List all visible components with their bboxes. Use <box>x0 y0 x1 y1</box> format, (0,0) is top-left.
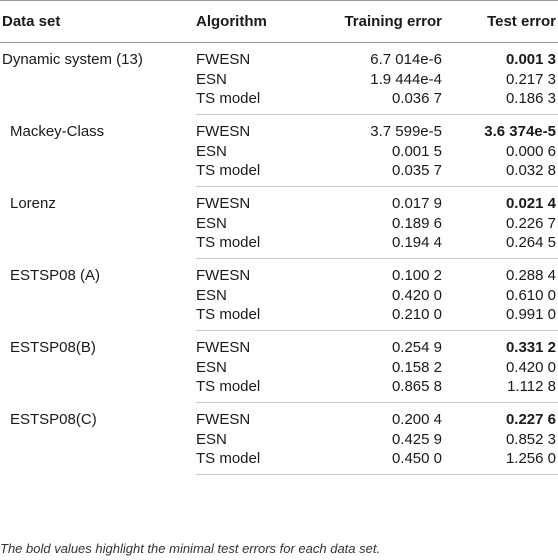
dataset-cell: ESTSP08(B) <box>10 338 96 356</box>
algorithm-cell: FWESN <box>196 195 251 212</box>
training-error-cell: 0.036 7 <box>314 90 448 115</box>
algorithm-cell: ESN <box>196 214 227 232</box>
algorithm-cell: FWESN <box>196 339 251 356</box>
table-header: Data set Algorithm Training error Test e… <box>0 0 558 43</box>
algorithm-cell: ESN <box>196 430 227 448</box>
table-row: ESN 0.425 9 0.852 3 <box>0 428 558 450</box>
test-error-cell: 0.991 0 <box>448 306 558 331</box>
table-row: TS model 0.865 8 1.112 8 <box>0 378 558 403</box>
header-algorithm: Algorithm <box>196 0 314 43</box>
algorithm-cell: ESN <box>196 358 227 376</box>
algorithm-cell: TS model <box>196 234 314 259</box>
training-error-cell: 0.210 0 <box>314 306 448 331</box>
algorithm-cell: TS model <box>196 90 314 115</box>
test-error-cell: 0.227 6 <box>505 411 556 428</box>
dataset-cell: ESTSP08 (A) <box>10 266 101 284</box>
test-error-cell: 0.331 2 <box>505 339 556 356</box>
test-error-cell: 0.226 7 <box>505 214 556 232</box>
dataset-cell: Mackey-Class <box>10 122 105 140</box>
table-row: ESN 0.420 0 0.610 0 <box>0 284 558 306</box>
training-error-cell: 0.017 9 <box>391 195 442 212</box>
test-error-cell: 0.021 4 <box>505 195 556 212</box>
algorithm-cell: TS model <box>196 450 314 475</box>
algorithm-cell: FWESN <box>196 123 251 140</box>
header-data-set: Data set <box>0 0 196 43</box>
training-error-cell: 0.035 7 <box>314 162 448 187</box>
table-row: ESN 0.001 5 0.000 6 <box>0 140 558 162</box>
test-error-cell: 0.186 3 <box>448 90 558 115</box>
test-error-cell: 1.256 0 <box>448 450 558 475</box>
table-row: ESTSP08(C) FWESN 0.200 4 0.227 6 <box>0 403 558 429</box>
test-error-cell: 0.288 4 <box>505 267 556 284</box>
training-error-cell: 0.865 8 <box>314 378 448 403</box>
test-error-cell: 0.000 6 <box>505 142 556 160</box>
algorithm-cell: TS model <box>196 306 314 331</box>
table-row: ESTSP08(B) FWESN 0.254 9 0.331 2 <box>0 331 558 357</box>
algorithm-cell: ESN <box>196 70 227 88</box>
table-row: Mackey-Class FWESN 3.7 599e-5 3.6 374e-5 <box>0 115 558 141</box>
test-error-cell: 0.001 3 <box>505 51 556 68</box>
training-error-cell: 6.7 014e-6 <box>370 51 442 68</box>
training-error-cell: 0.450 0 <box>314 450 448 475</box>
training-error-cell: 0.189 6 <box>391 214 442 232</box>
algorithm-cell: ESN <box>196 286 227 304</box>
table-row: TS model 0.210 0 0.991 0 <box>0 306 558 331</box>
table-body: Dynamic system (13) FWESN 6.7 014e-6 0.001 … <box>0 43 558 475</box>
algorithm-cell: TS model <box>196 162 314 187</box>
algorithm-cell: FWESN <box>196 411 251 428</box>
algorithm-cell: TS model <box>196 378 314 403</box>
table-row: ESN 0.189 6 0.226 7 <box>0 212 558 234</box>
algorithm-cell: FWESN <box>196 51 251 68</box>
table-row: TS model 0.036 7 0.186 3 <box>0 90 558 115</box>
algorithm-cell: FWESN <box>196 267 251 284</box>
header-row: Data set Algorithm Training error Test e… <box>0 0 558 43</box>
test-error-cell: 0.032 8 <box>448 162 558 187</box>
header-training-error: Training error <box>314 0 448 43</box>
table-row: TS model 0.450 0 1.256 0 <box>0 450 558 475</box>
training-error-cell: 0.158 2 <box>391 358 442 376</box>
header-test-error: Test error <box>448 0 558 43</box>
dataset-cell: ESTSP08(C) <box>10 410 97 428</box>
training-error-cell: 0.200 4 <box>391 411 442 428</box>
test-error-cell: 3.6 374e-5 <box>484 123 556 140</box>
training-error-cell: 3.7 599e-5 <box>370 123 442 140</box>
training-error-cell: 0.194 4 <box>314 234 448 259</box>
test-error-cell: 0.420 0 <box>505 358 556 376</box>
table-row: Lorenz FWESN 0.017 9 0.021 4 <box>0 187 558 213</box>
table-row: Dynamic system (13) FWESN 6.7 014e-6 0.001 … <box>0 43 558 68</box>
dataset-cell: Lorenz <box>10 194 56 212</box>
table-row: TS model 0.194 4 0.264 5 <box>0 234 558 259</box>
test-error-cell: 0.217 3 <box>505 70 556 88</box>
test-error-cell: 1.112 8 <box>448 378 558 403</box>
table-footnote: The bold values highlight the minimal te… <box>0 541 381 556</box>
results-table: Data set Algorithm Training error Test e… <box>0 0 558 475</box>
table-row: ESN 1.9 444e-4 0.217 3 <box>0 68 558 90</box>
algorithm-cell: ESN <box>196 142 227 160</box>
table-row: ESTSP08 (A) FWESN 0.100 2 0.288 4 <box>0 259 558 285</box>
table-row: ESN 0.158 2 0.420 0 <box>0 356 558 378</box>
training-error-cell: 0.420 0 <box>391 286 442 304</box>
table-row: TS model 0.035 7 0.032 8 <box>0 162 558 187</box>
test-error-cell: 0.852 3 <box>505 430 556 448</box>
dataset-cell: Dynamic system (13) <box>2 51 143 68</box>
test-error-cell: 0.264 5 <box>448 234 558 259</box>
test-error-cell: 0.610 0 <box>505 286 556 304</box>
training-error-cell: 0.254 9 <box>391 339 442 356</box>
training-error-cell: 0.001 5 <box>391 142 442 160</box>
training-error-cell: 0.425 9 <box>391 430 442 448</box>
training-error-cell: 1.9 444e-4 <box>370 70 442 88</box>
training-error-cell: 0.100 2 <box>391 267 442 284</box>
